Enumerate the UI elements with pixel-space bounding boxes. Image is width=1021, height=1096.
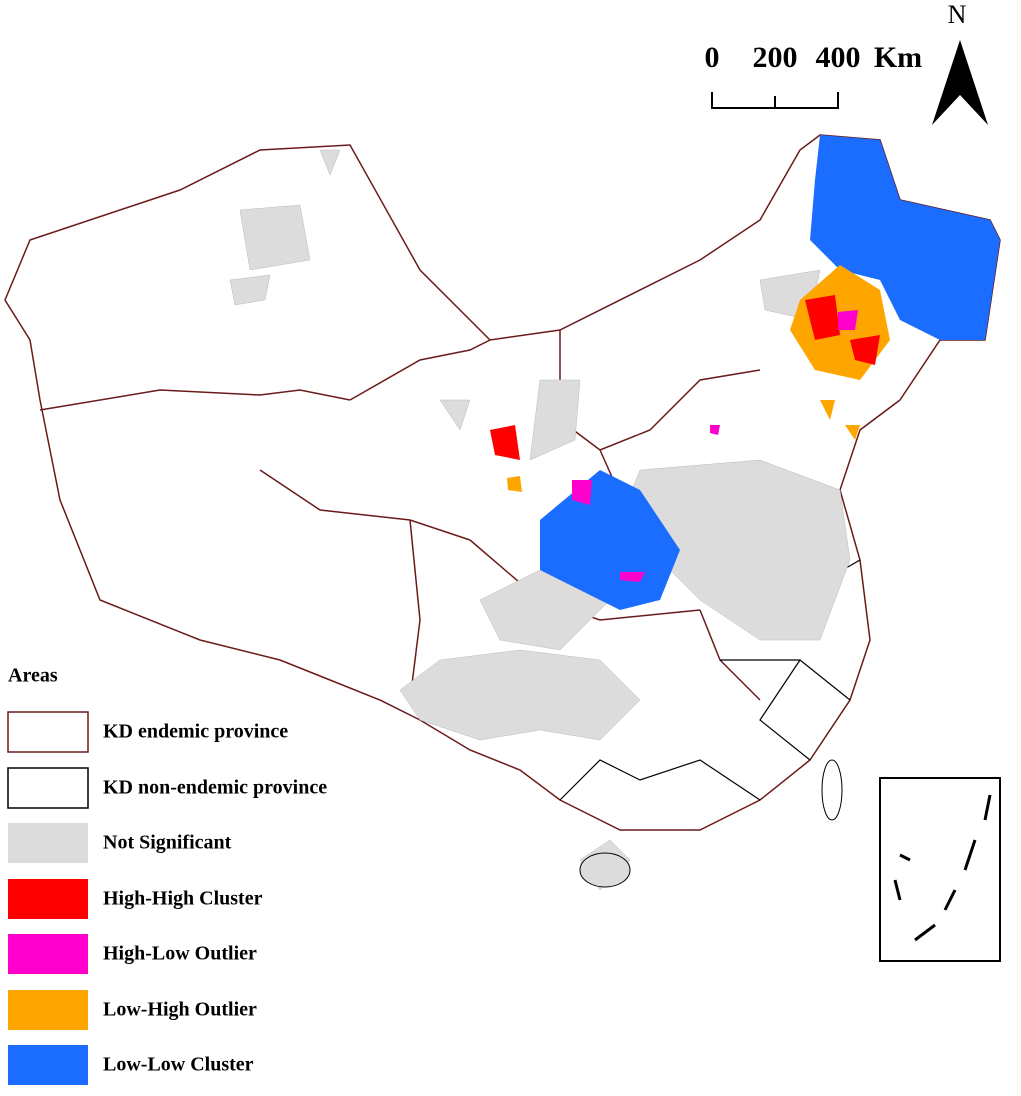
legend-swatch [8, 990, 88, 1030]
legend-label: KD non-endemic province [103, 777, 327, 799]
legend-title: Areas [8, 665, 58, 687]
low-high-other [507, 400, 860, 492]
legend-swatch [8, 879, 88, 919]
inset-box [879, 777, 1001, 962]
low-low-central [540, 470, 680, 610]
scale-line [711, 92, 839, 109]
legend-label: High-High Cluster [103, 888, 263, 910]
scale-unit: Km [874, 41, 922, 74]
low-low-northeast [810, 135, 1000, 340]
north-arrow: N [932, 0, 988, 125]
legend-label: High-Low Outlier [103, 943, 257, 965]
legend-swatch [7, 767, 89, 809]
scale-label: 400 [816, 41, 861, 74]
legend: Areas KD endemic province KD non-endemic… [7, 665, 327, 1085]
legend-swatch [7, 711, 89, 753]
north-label: N [948, 0, 967, 29]
hainan [579, 852, 631, 888]
scale-label: 0 [705, 41, 720, 74]
legend-label: Low-High Outlier [103, 999, 257, 1021]
scale-bar: 0 200 400 Km [705, 41, 922, 109]
legend-label: Not Significant [103, 832, 232, 854]
legend-label: KD endemic province [103, 721, 288, 743]
legend-swatch [8, 1045, 88, 1085]
north-arrow-shape [932, 40, 988, 125]
legend-swatch [8, 823, 88, 863]
scale-label: 200 [753, 41, 798, 74]
map [4, 134, 1001, 962]
inset-boundary [893, 794, 992, 942]
legend-label: Low-Low Cluster [103, 1054, 254, 1076]
taiwan [821, 759, 843, 821]
legend-swatch [8, 934, 88, 974]
